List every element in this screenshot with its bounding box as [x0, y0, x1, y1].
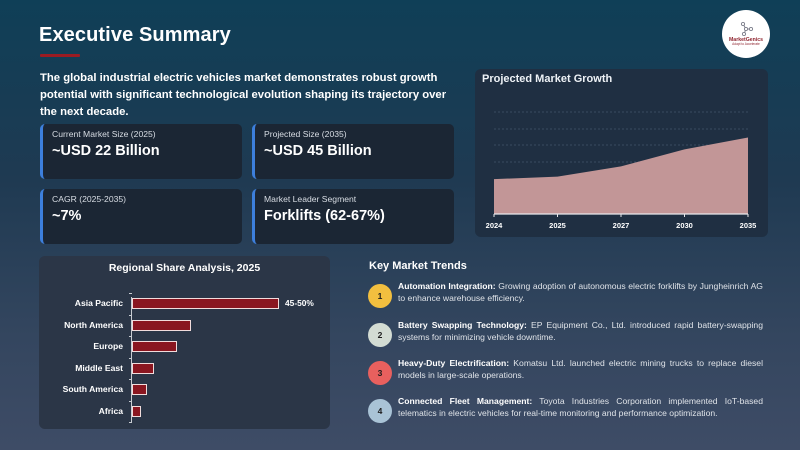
region-bar-row: Europe — [39, 339, 330, 353]
region-bar — [132, 319, 191, 331]
trend-heading: Battery Swapping Technology: — [398, 320, 527, 330]
x-tick-label: 2027 — [613, 221, 630, 230]
region-label: North America — [64, 319, 123, 330]
region-bar-row: Asia Pacific 45-50% — [39, 296, 330, 310]
trends-title: Key Market Trends — [369, 260, 467, 272]
trend-heading: Connected Fleet Management: — [398, 396, 533, 406]
trend-body: EP Equipment Co., Ltd. introduced rapid … — [398, 320, 763, 342]
metric-value: Forklifts (62-67%) — [264, 208, 385, 224]
trend-number-badge: 2 — [368, 323, 392, 347]
metric-value: ~USD 22 Billion — [52, 143, 160, 159]
region-bar-row: South America — [39, 382, 330, 396]
trend-number-badge: 3 — [368, 361, 392, 385]
trend-heading: Heavy-Duty Electrification: — [398, 358, 510, 368]
metric-card-cagr: CAGR (2025-2035) ~7% — [40, 189, 242, 244]
trend-number-badge: 4 — [368, 399, 392, 423]
region-label: Asia Pacific — [74, 298, 123, 308]
trend-text: Heavy-Duty Electrification: Komatsu Ltd.… — [398, 357, 763, 381]
region-bar — [132, 384, 148, 395]
x-tick-label: 2025 — [549, 221, 566, 230]
region-bar-row: Middle East — [39, 361, 330, 375]
trend-body: Toyota Industries Corporation implemente… — [398, 396, 763, 418]
region-bar — [132, 362, 154, 374]
x-tick-label: 2035 — [740, 221, 757, 230]
trend-item: 3 Heavy-Duty Electrification: Komatsu Ltd… — [368, 357, 764, 387]
company-logo: MarketGenics Adapt to Accelerate — [722, 10, 770, 58]
metric-value: ~7% — [52, 208, 82, 224]
trend-text: Battery Swapping Technology: EP Equipmen… — [398, 319, 763, 343]
intro-text: The global industrial electric vehicles … — [40, 72, 447, 118]
trend-number-badge: 1 — [368, 284, 392, 308]
trend-heading: Automation Integration: — [398, 281, 496, 291]
growth-chart-title: Projected Market Growth — [482, 73, 613, 85]
region-label: South America — [62, 384, 123, 394]
regional-chart-title: Regional Share Analysis, 2025 — [108, 262, 261, 274]
trend-item: 2 Battery Swapping Technology: EP Equipme… — [368, 319, 764, 349]
page-title: Executive Summary — [39, 24, 231, 46]
x-tick-label: 2030 — [676, 221, 693, 230]
regional-chart-panel: Regional Share Analysis, 2025 Asia Pacif… — [39, 256, 330, 429]
region-bar — [132, 298, 279, 309]
metric-label: Projected Size (2035) — [264, 129, 347, 139]
trend-item: 1 Automation Integration: Growing adoptio… — [368, 280, 764, 310]
region-bar-row: Africa — [39, 404, 330, 418]
metric-label: Market Leader Segment — [264, 194, 357, 204]
bar-data-label: 45-50% — [285, 298, 314, 308]
molecule-icon — [740, 21, 754, 37]
metric-card-leader-segment: Market Leader Segment Forklifts (62-67%) — [252, 189, 454, 244]
trend-body: Growing adoption of autonomous electric … — [398, 281, 763, 303]
region-label: Africa — [98, 405, 123, 416]
region-label: Europe — [93, 341, 123, 351]
region-label: Middle East — [75, 362, 123, 373]
trend-text: Automation Integration: Growing adoption… — [398, 280, 763, 304]
region-bar — [132, 405, 142, 417]
metric-label: CAGR (2025-2035) — [52, 194, 127, 204]
title-underline — [40, 54, 80, 57]
trend-body: Komatsu Ltd. launched electric mining tr… — [398, 358, 763, 380]
region-bar-row: North America — [39, 318, 330, 332]
trend-item: 4 Connected Fleet Management: Toyota Indu… — [368, 395, 764, 425]
growth-area-chart: 2024 2025 2027 2030 2035 — [486, 111, 757, 230]
trend-text: Connected Fleet Management: Toyota Indus… — [398, 395, 763, 419]
growth-chart-panel: Projected Market Growth 2024 2025 2027 2030… — [475, 69, 768, 237]
metric-value: ~USD 45 Billion — [264, 143, 372, 159]
logo-brand: MarketGenics — [728, 36, 764, 43]
metric-card-current-size: Current Market Size (2025) ~USD 22 Billi… — [40, 124, 242, 179]
y-axis-line — [131, 297, 132, 423]
metric-card-projected-size: Projected Size (2035) ~USD 45 Billion — [252, 124, 454, 179]
region-bar — [132, 341, 177, 352]
logo-tagline: Adapt to Accelerate — [732, 42, 760, 47]
growth-area — [494, 137, 748, 214]
metric-label: Current Market Size (2025) — [52, 129, 156, 139]
x-tick-label: 2024 — [486, 221, 504, 230]
